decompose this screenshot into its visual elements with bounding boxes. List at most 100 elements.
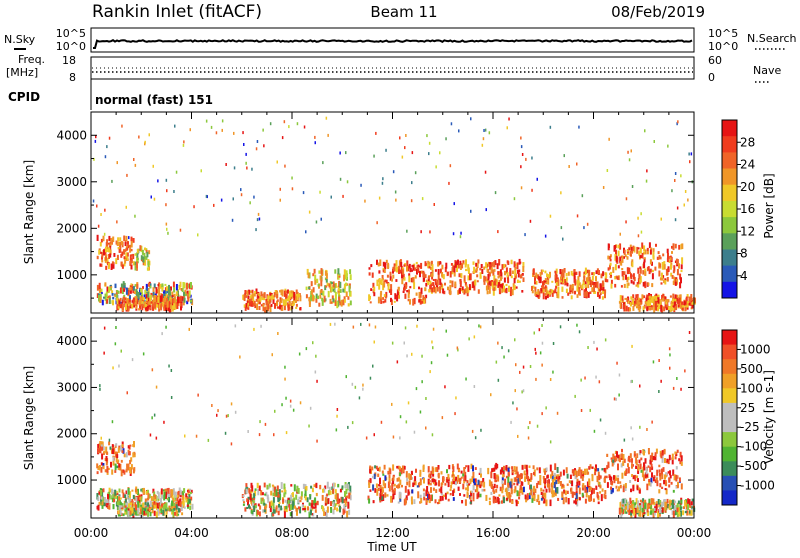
data-cell <box>451 280 454 288</box>
data-cell <box>658 390 660 393</box>
data-cell <box>137 488 139 495</box>
data-cell <box>504 478 507 485</box>
data-cell <box>510 275 513 279</box>
data-cell <box>609 275 612 279</box>
data-cell <box>658 503 661 508</box>
data-cell <box>551 470 554 476</box>
data-cell <box>121 444 124 448</box>
data-cell <box>631 185 634 188</box>
data-cell <box>216 413 218 417</box>
data-cell <box>624 297 627 300</box>
data-cell <box>584 488 587 493</box>
data-cell <box>154 302 156 309</box>
data-cell <box>132 452 135 458</box>
data-cell <box>159 295 162 303</box>
data-cell <box>617 475 620 478</box>
data-cell <box>602 286 605 291</box>
data-cell <box>546 293 549 299</box>
data-cell <box>406 260 409 266</box>
data-cell <box>279 290 282 293</box>
data-cell <box>411 151 414 155</box>
data-cell <box>672 298 674 303</box>
data-cell <box>538 500 541 505</box>
data-cell <box>316 278 319 284</box>
data-cell <box>347 501 350 509</box>
data-cell <box>617 265 620 269</box>
data-cell <box>371 272 374 278</box>
data-cell <box>454 261 457 268</box>
data-cell <box>101 256 103 260</box>
data-cell <box>565 496 568 503</box>
data-cell <box>628 247 631 251</box>
data-cell <box>147 511 149 517</box>
y-tick-label: 1000 <box>56 473 87 487</box>
data-cell <box>105 254 107 261</box>
data-cell <box>621 295 624 301</box>
data-cell <box>250 498 253 501</box>
data-cell <box>479 272 482 279</box>
x-tick-label: 16:00 <box>476 526 511 540</box>
data-cell <box>477 289 480 294</box>
data-cell <box>160 305 163 311</box>
data-cell <box>666 299 669 302</box>
data-cell <box>304 489 307 497</box>
data-cell <box>580 471 583 479</box>
data-cell <box>296 122 299 126</box>
data-cell <box>406 481 409 486</box>
data-cell <box>164 290 167 297</box>
data-cell <box>584 498 587 504</box>
data-cell <box>683 203 685 207</box>
data-cell <box>552 490 555 497</box>
data-cell <box>252 498 255 501</box>
data-cell <box>114 283 117 289</box>
data-cell <box>296 295 299 301</box>
data-cell <box>336 493 339 499</box>
data-cell <box>561 491 564 497</box>
data-cell <box>508 117 510 121</box>
data-cell <box>564 279 567 286</box>
data-cell <box>378 270 381 274</box>
data-cell <box>667 459 670 465</box>
data-cell <box>534 282 537 285</box>
data-cell <box>132 444 135 447</box>
data-cell <box>379 493 382 498</box>
data-cell <box>313 484 316 488</box>
data-cell <box>412 482 415 486</box>
data-cell <box>561 269 564 276</box>
data-cell <box>575 271 578 275</box>
data-cell <box>596 347 598 351</box>
data-cell <box>476 486 479 493</box>
data-cell <box>545 406 547 410</box>
data-cell <box>268 483 271 488</box>
x-tick-label: 04:00 <box>174 526 209 540</box>
data-cell <box>381 470 384 474</box>
data-cell <box>107 262 110 270</box>
data-cell <box>620 511 623 518</box>
data-cell <box>492 269 495 276</box>
data-cell <box>514 486 517 492</box>
data-cell <box>555 479 558 485</box>
data-cell <box>462 290 465 294</box>
data-cell <box>660 272 663 278</box>
data-cell <box>176 496 179 502</box>
data-cell <box>221 128 223 132</box>
data-cell <box>253 300 256 306</box>
data-cell <box>398 491 401 499</box>
data-cell <box>442 288 445 294</box>
data-cell <box>424 287 427 292</box>
data-cell <box>689 160 691 164</box>
data-cell <box>368 482 371 488</box>
data-cell <box>563 154 565 158</box>
data-cell <box>513 261 516 268</box>
data-cell <box>414 275 417 279</box>
data-cell <box>325 273 328 279</box>
data-cell <box>129 295 131 300</box>
data-cell <box>258 511 261 517</box>
data-cell <box>117 465 120 471</box>
data-cell <box>646 296 649 299</box>
data-cell <box>419 410 422 414</box>
data-cell <box>470 463 473 469</box>
data-cell <box>511 289 514 296</box>
data-cell <box>104 469 107 473</box>
data-cell <box>470 492 473 496</box>
